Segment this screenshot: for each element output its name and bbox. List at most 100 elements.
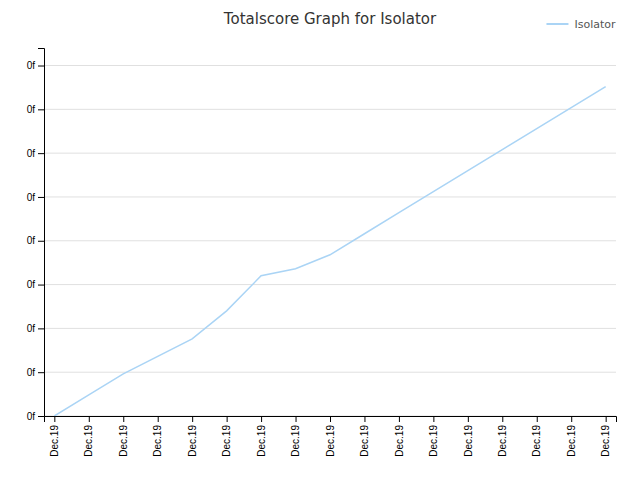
y-tick: 0f [27,235,44,246]
grid-line [44,153,616,154]
y-tick-mark [38,153,44,154]
x-tick: Dec.19 [497,416,508,457]
y-tick: 0f [27,323,44,334]
title: Totalscore Graph for Isolator [223,10,437,28]
series-group [54,87,605,416]
y-axis: 0f 0f 0f 0f 0f 0f 0f 0f 0f [27,49,45,422]
y-tick: 0f [27,104,44,115]
y-tick: 0f [27,192,44,203]
x-tick: Dec.19 [394,416,405,457]
x-tick: Dec.19 [187,416,198,457]
x-axis: Dec.19 Dec.19 Dec.19 Dec.19 Dec.19 Dec.19 Dec.… [45,416,617,457]
y-tick-label: 0f [27,104,36,115]
x-tick-label: Dec.19 [187,425,198,457]
legend-label: Isolator [574,18,616,31]
grid-line [44,109,616,110]
x-tick-mark [364,416,365,422]
y-tick: 0f [27,411,44,422]
y-tick: 0f [27,60,44,71]
legend-item: Isolator [546,18,616,31]
x-tick-mark [468,416,469,422]
x-tick: Dec.19 [290,416,301,457]
x-tick-mark [606,416,607,422]
x-tick-label: Dec.19 [359,425,370,457]
y-tick-mark [38,109,44,110]
x-tick: Dec.19 [600,416,611,457]
series-line [54,87,605,416]
x-tick-label: Dec.19 [463,425,474,457]
grid [44,66,616,416]
x-tick-mark [192,416,193,422]
y-tick-label: 0f [27,323,36,334]
x-tick-label: Dec.19 [566,425,577,457]
x-tick-mark [158,416,159,422]
x-tick: Dec.19 [325,416,336,457]
x-tick-label: Dec.19 [325,425,336,457]
x-tick-mark [433,416,434,422]
y-tick: 0f [27,279,44,290]
y-tick-mark [38,285,44,286]
x-tick-label: Dec.19 [152,425,163,457]
x-tick-label: Dec.19 [118,425,129,457]
grid-line [44,372,616,373]
legend: Isolator [546,18,616,31]
x-tick-mark [537,416,538,422]
x-tick-mark [227,416,228,422]
y-tick-label: 0f [27,411,36,422]
x-tick: Dec.19 [463,416,474,457]
x-tick-mark [261,416,262,422]
x-tick: Dec.19 [49,416,60,457]
x-tick-label: Dec.19 [290,425,301,457]
chart: Dec.19 Dec.19 Dec.19 Dec.19 Dec.19 Dec.19 Dec.… [0,0,640,480]
legend-swatch [546,23,568,25]
x-tick: Dec.19 [428,416,439,457]
y-tick-mark [38,197,44,198]
x-tick-mark [330,416,331,422]
x-tick-label: Dec.19 [531,425,542,457]
y-tick-label: 0f [27,367,36,378]
y-tick-mark [38,416,44,417]
x-tick-mark [89,416,90,422]
y-tick-label: 0f [27,192,36,203]
x-tick-label: Dec.19 [221,425,232,457]
x-tick-label: Dec.19 [497,425,508,457]
y-tick-label: 0f [27,235,36,246]
x-tick-label: Dec.19 [83,425,94,457]
x-tick-label: Dec.19 [49,425,60,457]
x-tick-mark [123,416,124,422]
y-tick-label: 0f [27,279,36,290]
x-tick: Dec.19 [256,416,267,457]
y-tick-label: 0f [27,60,36,71]
x-tick: Dec.19 [83,416,94,457]
y-tick-mark [38,328,44,329]
x-tick: Dec.19 [531,416,542,457]
x-tick-label: Dec.19 [600,425,611,457]
x-axis-line [45,417,617,423]
x-tick: Dec.19 [152,416,163,457]
x-tick-mark [296,416,297,422]
grid-line [44,240,616,241]
y-tick-label: 0f [27,148,36,159]
x-tick-mark [502,416,503,422]
x-tick-label: Dec.19 [256,425,267,457]
y-tick: 0f [27,148,44,159]
y-tick-mark [38,66,44,67]
x-tick: Dec.19 [566,416,577,457]
grid-line [44,284,616,285]
grid-line [44,328,616,329]
x-tick-label: Dec.19 [394,425,405,457]
y-axis-line [38,49,45,417]
grid-line [44,196,616,197]
y-tick-mark [38,241,44,242]
x-tick-mark [54,416,55,422]
y-tick-mark [38,372,44,373]
plot: Dec.19 Dec.19 Dec.19 Dec.19 Dec.19 Dec.19 Dec.… [27,49,617,457]
x-tick-mark [571,416,572,422]
grid-line [44,65,616,66]
x-tick-mark [399,416,400,422]
x-tick: Dec.19 [359,416,370,457]
x-tick: Dec.19 [118,416,129,457]
y-tick: 0f [27,367,44,378]
x-tick: Dec.19 [221,416,232,457]
x-tick-label: Dec.19 [428,425,439,457]
